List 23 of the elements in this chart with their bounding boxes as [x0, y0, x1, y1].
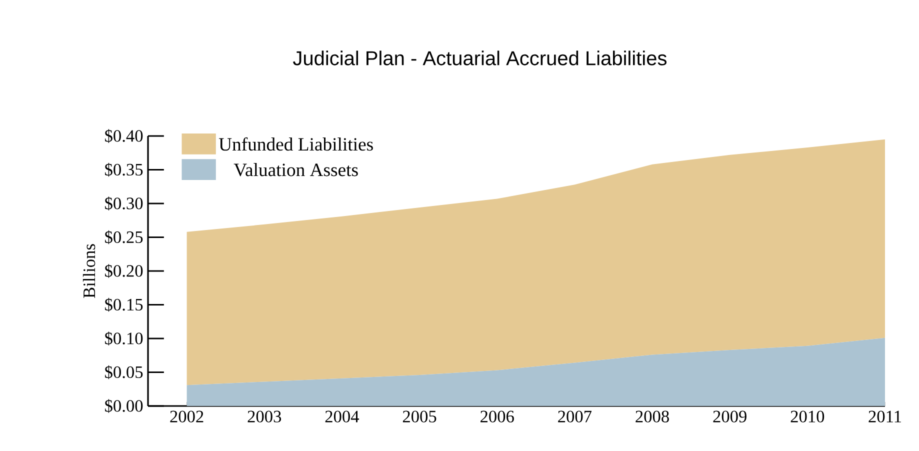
- x-tick-label: 2007: [558, 410, 592, 422]
- x-tick-label: 2008: [636, 410, 669, 422]
- x-tick-label: 2005: [402, 410, 436, 422]
- y-tick-label: $0.00: [105, 399, 143, 413]
- y-tick-label: $0.05: [105, 365, 143, 380]
- x-tick-label: 2006: [480, 410, 514, 422]
- y-axis-title: Billions: [82, 244, 96, 298]
- x-tick-label: 2003: [248, 410, 282, 422]
- chart-title: Judicial Plan - Actuarial Accrued Liabilities: [293, 50, 666, 66]
- x-tick-label: 2010: [790, 410, 824, 422]
- y-tick-label: $0.30: [105, 196, 143, 210]
- y-tick-label: $0.10: [105, 332, 143, 346]
- x-tick-label: 2011: [868, 410, 901, 422]
- y-tick-label: $0.35: [105, 162, 143, 177]
- y-tick-label: $0.25: [105, 230, 143, 244]
- x-tick-label: 2002: [170, 410, 204, 422]
- legend-label: Valuation Assets: [234, 163, 358, 176]
- legend-label: Unfunded Liabilities: [218, 137, 373, 151]
- x-tick-label: 2004: [325, 410, 360, 422]
- y-tick-label: $0.40: [105, 129, 143, 143]
- y-tick-label: $0.20: [105, 264, 143, 278]
- x-tick-label: 2009: [713, 410, 746, 422]
- y-tick-label: $0.15: [105, 298, 143, 312]
